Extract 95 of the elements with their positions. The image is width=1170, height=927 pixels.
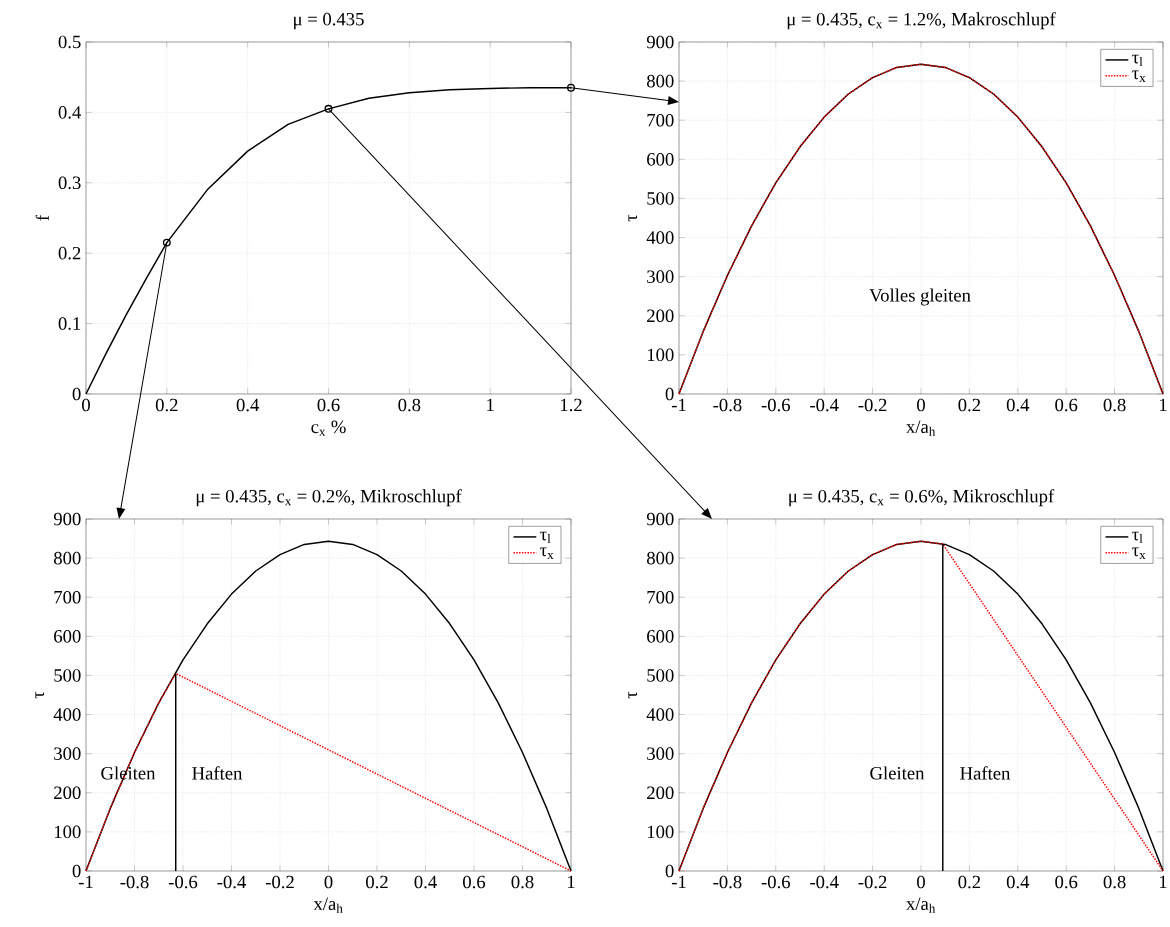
annotation: Volles gleiten [869, 288, 971, 306]
legend-label: τ$_{l}$ [1132, 54, 1143, 67]
x-axis-title: c$_{x}$ % [311, 420, 346, 436]
y-tick-label: 600 [647, 630, 674, 643]
y-tick-label: 700 [647, 590, 674, 604]
y-tick-label: 100 [647, 348, 674, 362]
y-tick-label: 0 [665, 864, 674, 878]
y-tick-label: 900 [646, 512, 674, 526]
y-axis-title: f [35, 214, 49, 221]
y-tick-label: 200 [54, 786, 81, 800]
y-tick-label: 0 [72, 864, 81, 878]
x-axis-title: x/a$_{h}$ [906, 420, 936, 436]
y-tick-label: 0 [72, 387, 81, 401]
x-tick-label: 0.6 [1055, 875, 1078, 889]
y-tick-label: 800 [54, 551, 81, 565]
y-tick-label: 100 [647, 825, 674, 839]
y-tick-label: 200 [647, 309, 674, 323]
x-tick-label: 0.4 [236, 398, 260, 412]
y-tick-label: 900 [646, 35, 674, 49]
x-tick-label: 0.4 [414, 875, 437, 889]
x-tick-label: -0.6 [168, 875, 198, 889]
y-tick-label: 900 [53, 512, 81, 526]
legend-label: τ$_{x}$ [540, 547, 554, 559]
y-axis-title: τ [628, 691, 638, 699]
chart-title: μ = 0.435, c$_{x}$ = 0.2%, Mikroschlupf [196, 489, 462, 507]
x-tick-label: -0.8 [120, 875, 149, 889]
y-tick-label: 500 [647, 192, 674, 205]
chart-title: μ = 0.435, c$_{x}$ = 0.6%, Mikroschlupf [789, 489, 1055, 507]
y-tick-label: 200 [647, 786, 674, 800]
x-tick-label: 1 [487, 398, 494, 412]
x-tick-label: 0.8 [1103, 398, 1126, 412]
y-axis-title: τ [628, 214, 638, 222]
x-tick-label: -0.4 [217, 875, 246, 889]
x-tick-label: 0.6 [1055, 398, 1078, 412]
y-tick-label: 400 [53, 708, 81, 721]
x-tick-label: 0.4 [1006, 398, 1030, 412]
x-tick-label: -0.2 [265, 875, 294, 889]
x-tick-label: 0.8 [511, 875, 534, 889]
y-tick-label: 600 [647, 153, 674, 166]
x-tick-label: 0.2 [366, 875, 388, 889]
x-axis-title: x/a$_{h}$ [313, 897, 343, 913]
x-axis-title: x/a$_{h}$ [906, 897, 936, 913]
legend-label: τ$_{x}$ [1132, 70, 1146, 82]
y-axis-title: τ [35, 691, 45, 699]
x-tick-label: 1 [1159, 875, 1167, 889]
x-tick-label: 0 [82, 398, 90, 412]
x-tick-label: -0.4 [810, 875, 839, 889]
legend-label: τ$_{x}$ [1132, 547, 1146, 559]
y-tick-label: 0.1 [58, 317, 81, 330]
x-tick-label: -0.8 [713, 875, 742, 889]
annotation: Haften [960, 766, 1011, 780]
legend-label: τ$_{l}$ [540, 531, 551, 544]
y-tick-label: 100 [54, 825, 81, 839]
x-tick-label: -0.2 [858, 398, 887, 412]
y-tick-label: 300 [647, 270, 674, 283]
x-tick-label: -0.6 [761, 398, 791, 412]
y-tick-label: 400 [646, 231, 674, 244]
y-tick-label: 300 [54, 747, 81, 760]
legend-label: τ$_{l}$ [1132, 531, 1143, 544]
x-tick-label: -0.2 [858, 875, 887, 889]
y-tick-label: 400 [646, 708, 674, 721]
x-tick-label: 1.2 [560, 398, 582, 412]
x-tick-label: 0.2 [958, 875, 981, 889]
x-tick-label: 0.8 [1103, 875, 1126, 889]
x-tick-label: 0.4 [1006, 875, 1030, 889]
x-tick-label: 0.8 [398, 398, 421, 412]
x-tick-label: 1 [567, 875, 575, 889]
x-tick-label: 0.6 [317, 398, 340, 412]
y-tick-label: 700 [54, 590, 81, 604]
annotation: Gleiten [870, 766, 925, 780]
x-tick-label: 0.2 [155, 398, 178, 412]
chart-title: μ = 0.435, c$_{x}$ = 1.2%, Makroschlupf [787, 12, 1056, 30]
y-tick-label: 0 [665, 387, 674, 401]
x-tick-label: -0.4 [810, 398, 839, 412]
x-tick-label: 0.2 [958, 398, 981, 412]
y-tick-label: 0.4 [58, 106, 82, 119]
y-tick-label: 0.2 [58, 246, 81, 260]
annotation: Haften [192, 766, 243, 780]
x-tick-label: 1 [1159, 398, 1167, 412]
y-tick-label: 500 [647, 669, 674, 682]
x-tick-label: 0 [917, 398, 925, 412]
y-tick-label: 800 [647, 74, 674, 88]
y-tick-label: 300 [647, 747, 674, 760]
x-tick-label: 0.6 [463, 875, 486, 889]
x-tick-label: 0 [324, 875, 333, 889]
y-tick-label: 500 [54, 669, 81, 682]
chart-title: μ = 0.435 [294, 12, 364, 30]
y-tick-label: 0.3 [58, 176, 81, 190]
x-tick-label: -0.8 [713, 398, 742, 412]
y-tick-label: 0.5 [58, 35, 81, 49]
y-tick-label: 700 [647, 113, 674, 127]
y-tick-label: 600 [54, 630, 81, 643]
y-tick-label: 800 [647, 551, 674, 565]
x-tick-label: -0.6 [761, 875, 791, 889]
x-tick-label: 0 [917, 875, 925, 889]
